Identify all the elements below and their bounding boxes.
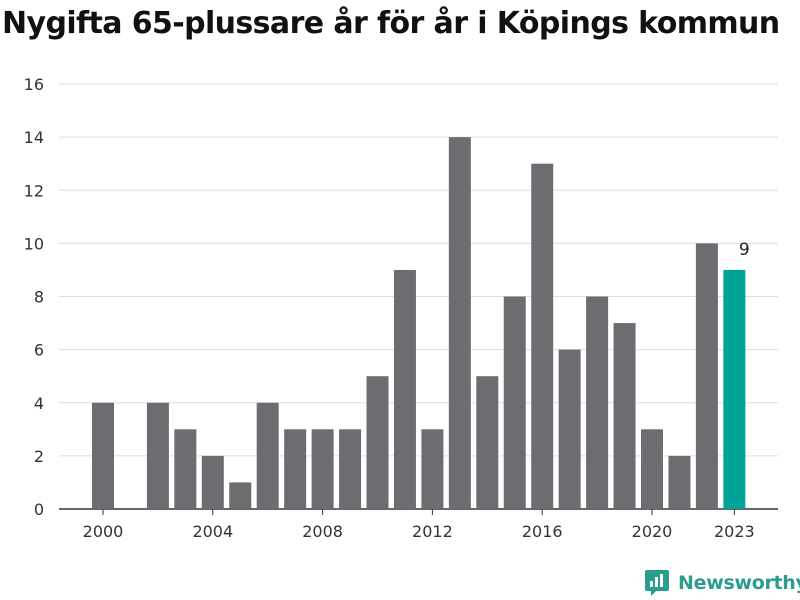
data-label: 9 [739,240,750,260]
bar [641,429,663,509]
bar [366,376,389,509]
newsworthy-logo-icon [645,570,669,596]
bar [284,429,307,509]
y-tick-label: 2 [34,447,44,466]
labels: 0 2 4 6 8 10 12 14 16 9 2000 2004 2008 2012 2016 2020 20… [24,75,755,541]
bars [92,137,746,509]
y-tick-label: 12 [24,181,44,200]
bar [146,402,169,509]
y-tick-label: 10 [24,234,44,253]
newsworthy-brand: Newsworthy [644,568,800,598]
x-tick-label: 2012 [412,522,453,541]
bar [201,455,224,509]
bar [339,429,362,509]
bar [695,243,718,509]
bar [448,137,471,509]
bar [421,429,444,509]
x-tick-label: 2016 [522,522,563,541]
bar [256,402,279,509]
y-tick-label: 8 [34,288,44,307]
x-tick-label: 2004 [192,522,233,541]
bar [503,296,526,509]
x-tick-label: 2000 [83,522,124,541]
bar [558,349,581,509]
bar [229,482,252,509]
y-tick-label: 0 [34,500,44,519]
bar [92,402,114,509]
bar [174,429,197,509]
bar [393,269,416,509]
y-tick-label: 4 [34,394,44,413]
x-tick-label: 2020 [632,522,673,541]
x-tick-label: 2023 [714,522,755,541]
y-tick-label: 14 [24,128,44,147]
brand-name: Newsworthy [678,572,800,594]
bar [531,163,554,509]
bar [311,429,334,509]
bar [613,323,636,509]
bar [476,376,499,509]
bar [586,296,609,509]
y-tick-label: 6 [34,341,44,360]
chart-title: Nygifta 65-plussare år för år i Köpings … [2,6,780,41]
bar-highlighted [723,269,746,509]
bar [668,455,691,509]
x-tick-label: 2008 [302,522,343,541]
y-tick-label: 16 [24,75,44,94]
